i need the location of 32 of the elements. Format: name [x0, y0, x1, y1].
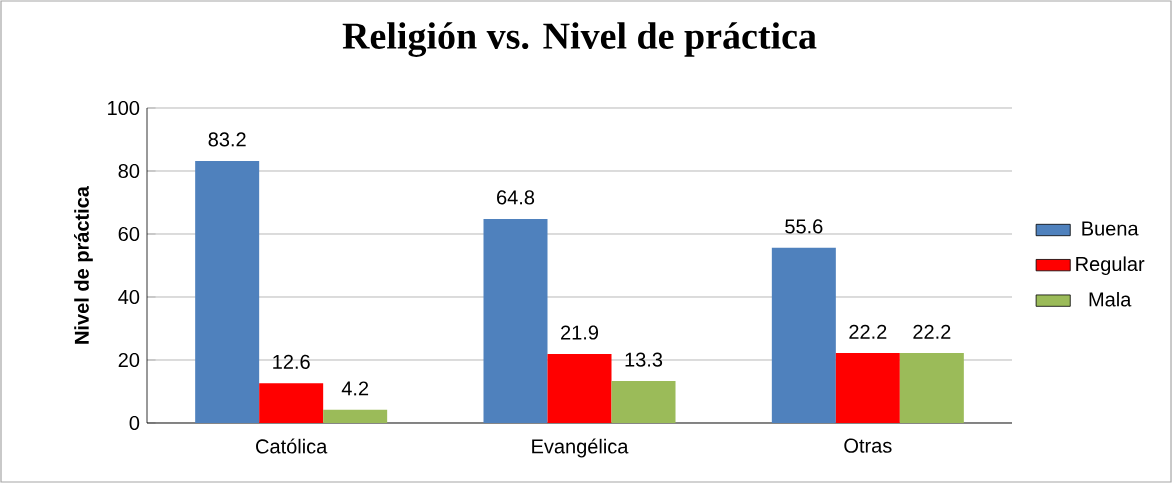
bar — [771, 247, 836, 423]
data-label: 21.9 — [561, 325, 599, 340]
y-tick-label: 20 — [118, 352, 140, 368]
y-tick-label: 100 — [108, 100, 140, 116]
y-tick-label: 60 — [118, 226, 140, 242]
x-tick-label: Católica — [256, 438, 328, 454]
legend-label: Mala — [1089, 291, 1132, 307]
bar — [195, 160, 260, 423]
data-label: 83.2 — [208, 132, 246, 147]
bar — [547, 354, 612, 423]
data-label: 64.8 — [497, 190, 535, 205]
data-label: 22.2 — [849, 324, 887, 339]
data-label: 22.2 — [913, 324, 951, 339]
y-axis-title: Nivel de práctica — [74, 185, 93, 344]
bar — [323, 409, 388, 423]
data-label: 13.3 — [625, 352, 663, 367]
data-label: 4.2 — [341, 381, 369, 396]
y-tick-label: 0 — [129, 415, 140, 431]
bar — [899, 353, 964, 423]
bar — [259, 383, 324, 423]
x-tick-label: Evangélica — [532, 438, 629, 458]
legend-label: Buena — [1082, 221, 1139, 236]
bar — [611, 381, 676, 423]
y-tick-label: 40 — [118, 289, 140, 305]
bar — [483, 218, 548, 423]
x-tick-label: Otras — [844, 438, 892, 453]
y-tick-label: 80 — [118, 163, 140, 179]
data-label: 55.6 — [785, 219, 823, 234]
data-label: 12.6 — [273, 354, 310, 369]
chart-title: Religión vs. Nivel de práctica — [342, 22, 817, 57]
bar — [835, 353, 900, 423]
legend-label: Regular — [1076, 256, 1145, 276]
